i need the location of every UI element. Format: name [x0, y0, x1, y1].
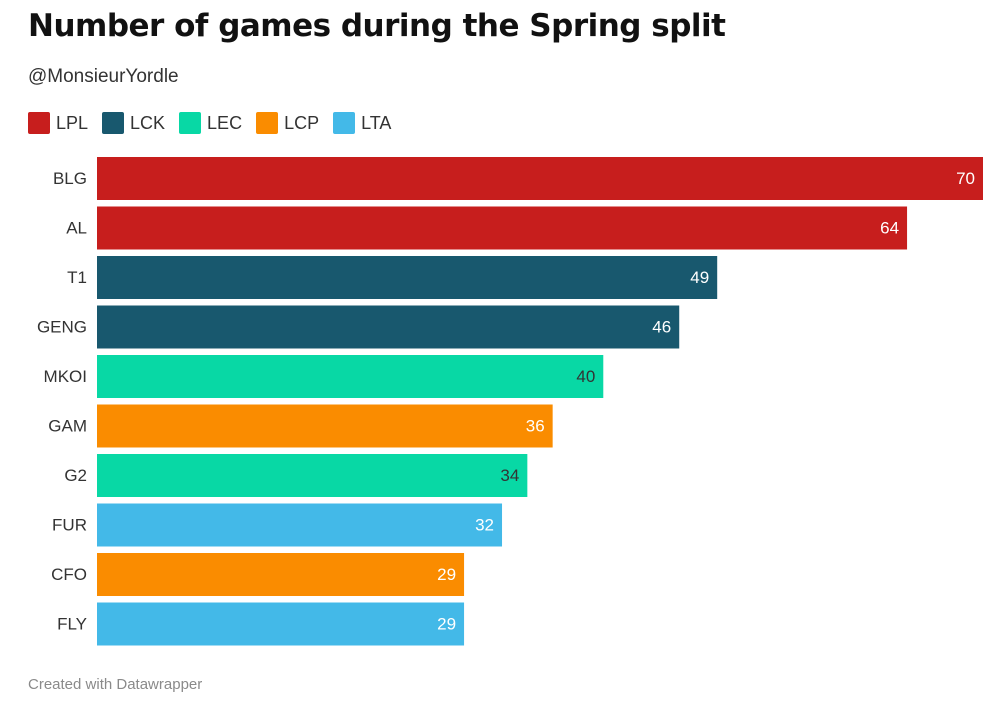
legend-swatch-lta: [333, 112, 356, 134]
bar-gam: [97, 404, 553, 448]
bar-fly: [97, 602, 465, 646]
value-label-geng: 46: [652, 318, 671, 337]
bar-t1: [97, 256, 718, 299]
bar-cfo: [97, 553, 465, 596]
legend-item-lpl: LPL: [28, 112, 88, 134]
legend-item-lec: LEC: [179, 112, 242, 134]
category-label-al: AL: [66, 219, 87, 238]
value-label-mkoi: 40: [576, 367, 595, 386]
category-label-g2: G2: [64, 466, 87, 485]
bar-g2: [97, 454, 528, 497]
legend-label-lpl: LPL: [56, 112, 89, 133]
bar-mkoi: [97, 355, 604, 398]
category-label-fly: FLY: [57, 615, 87, 634]
bar-fur: [97, 503, 503, 547]
legend-swatch-lcp: [256, 112, 279, 134]
legend-label-lck: LCK: [130, 112, 166, 133]
value-label-gam: 36: [526, 417, 545, 436]
value-label-blg: 70: [956, 169, 975, 188]
value-label-fly: 29: [437, 615, 456, 634]
legend-label-lcp: LCP: [284, 112, 320, 133]
category-label-mkoi: MKOI: [44, 367, 87, 386]
category-label-blg: BLG: [53, 169, 87, 188]
bar-al: [97, 206, 908, 250]
category-label-cfo: CFO: [51, 565, 87, 584]
bar-blg: [97, 157, 983, 200]
value-label-cfo: 29: [437, 565, 456, 584]
legend-label-lta: LTA: [361, 112, 392, 133]
legend-swatch-lck: [102, 112, 125, 134]
legend-item-lta: LTA: [333, 112, 391, 134]
value-label-al: 64: [880, 219, 899, 238]
bar-geng: [97, 305, 680, 349]
value-label-fur: 32: [475, 516, 494, 535]
value-label-t1: 49: [690, 268, 709, 287]
chart-title: Number of games during the Spring split: [28, 8, 726, 44]
legend-swatch-lpl: [28, 112, 50, 134]
legend-item-lck: LCK: [102, 112, 165, 134]
legend-item-lcp: LCP: [256, 112, 319, 134]
legend: LPL LCK LEC LCP LTA: [28, 110, 405, 136]
category-label-fur: FUR: [52, 516, 87, 535]
chart-subtitle: @MonsieurYordle: [28, 66, 179, 87]
legend-swatch-lec: [179, 112, 202, 134]
category-label-gam: GAM: [48, 417, 87, 436]
category-label-t1: T1: [67, 268, 87, 287]
category-label-geng: GENG: [37, 318, 87, 337]
value-label-g2: 34: [500, 466, 519, 485]
footer-credit: Created with Datawrapper: [28, 676, 203, 693]
legend-label-lec: LEC: [207, 112, 243, 133]
